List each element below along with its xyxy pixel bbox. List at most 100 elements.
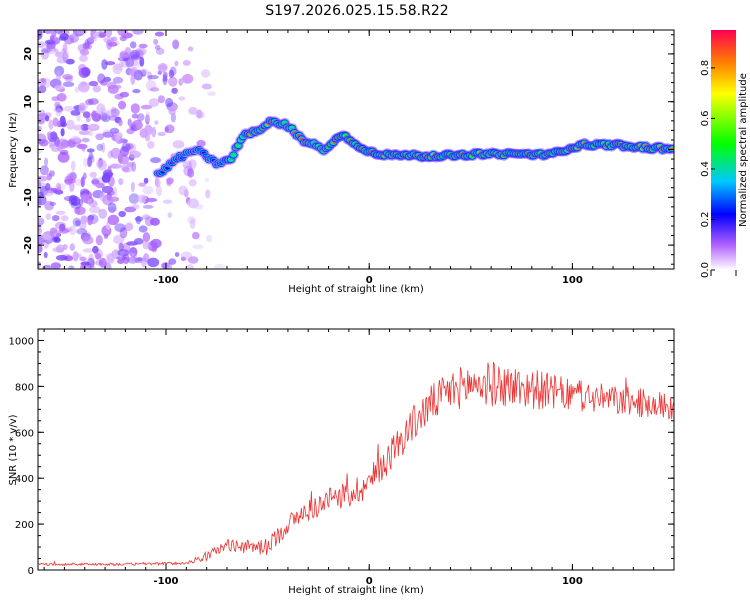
- spectrogram-noise-cell: [90, 110, 99, 120]
- spectrogram-noise-cell: [45, 213, 52, 220]
- spectrogram-noise-cell: [77, 143, 88, 150]
- spectrogram-noise-cell: [77, 81, 90, 93]
- spectrogram-noise-cell: [114, 223, 126, 233]
- spectrogram-ridge-cell: [230, 153, 237, 157]
- spectrogram-noise-cell: [110, 108, 121, 117]
- spectrogram-noise-cell: [98, 208, 108, 219]
- spectrogram-noise-cell: [66, 119, 75, 130]
- spectrogram-noise-cell: [64, 142, 74, 149]
- spectrogram-noise-cell: [154, 31, 165, 37]
- spectrogram-noise-cell: [44, 39, 56, 45]
- spectrogram-noise-cell: [95, 133, 104, 141]
- spectrogram-noise-cell: [162, 77, 168, 82]
- spectrogram-noise-cell: [117, 30, 128, 36]
- spectrogram-noise-cell: [165, 97, 174, 108]
- spectrogram-noise-cell: [189, 218, 196, 229]
- spectrogram-noise-cell: [206, 234, 213, 243]
- spectrogram-noise-cell: [138, 43, 148, 49]
- spectrogram-noise-cell: [168, 69, 175, 78]
- spectrogram-noise-cell: [191, 231, 200, 240]
- spectrogram-noise-cell: [42, 264, 52, 269]
- spectrogram-noise-cell: [69, 171, 77, 182]
- y-tick-label: 0: [28, 566, 34, 577]
- spectrogram-noise-cell: [137, 194, 148, 204]
- spectrogram-noise-cell: [108, 115, 117, 121]
- spectrogram-noise-cell: [55, 182, 62, 193]
- spectrogram-noise-cell: [56, 70, 62, 81]
- spectrogram-noise-cell: [147, 141, 155, 149]
- spectrogram-noise-cell: [129, 49, 140, 59]
- spectrogram-noise-cell: [52, 117, 59, 127]
- spectrogram-noise-cell: [126, 128, 135, 135]
- spectrogram-noise-cell: [147, 75, 159, 80]
- spectrogram-noise-cell: [113, 186, 118, 197]
- spectrogram-noise-cell: [187, 198, 199, 209]
- spectrogram-noise-cell: [78, 130, 91, 136]
- spectrogram-noise-cell: [168, 76, 178, 87]
- spectrogram-noise-cell: [153, 38, 159, 45]
- x-tick-label: 100: [562, 275, 583, 286]
- spectrogram-noise-cell: [81, 67, 91, 77]
- spectrogram-noise-cell: [70, 110, 81, 116]
- spectrogram-noise-cell: [55, 108, 62, 117]
- x-tick-label: -100: [153, 576, 178, 587]
- spectrogram-noise-cell: [87, 257, 95, 268]
- spectrogram-noise-cell: [166, 264, 173, 269]
- snr-series-line: [37, 361, 674, 567]
- spectrogram-noise-cell: [181, 73, 194, 84]
- spectrogram-noise-cell: [58, 228, 70, 234]
- spectrogram-noise-cell: [38, 175, 48, 182]
- spectrogram-noise-cell: [131, 161, 137, 172]
- spectrogram-noise-cell: [46, 44, 56, 52]
- spectrogram-noise-cell: [38, 41, 46, 48]
- spectrogram-noise-cell: [168, 258, 177, 265]
- spectrogram-noise-cell: [147, 71, 152, 81]
- spectrogram-noise-cell: [107, 108, 119, 118]
- spectrogram-noise-cell: [132, 119, 143, 131]
- colorbar: 0.0 0.2 0.4 0.6 0.8 Normalized spectral ampl…: [700, 30, 749, 278]
- spectrogram-noise-cell: [214, 263, 225, 269]
- spectrogram-noise-cell: [186, 264, 195, 269]
- spectrogram-noise-cell: [77, 253, 82, 258]
- spectrogram-noise-cell: [92, 245, 99, 254]
- spectrogram-noise-cell: [91, 179, 100, 185]
- spectrogram-noise-cell: [124, 222, 134, 232]
- spectrogram-noise-cell: [69, 172, 77, 181]
- spectrogram-noise-cell: [103, 36, 115, 44]
- spectrogram-noise-cell: [59, 149, 69, 155]
- spectrogram-noise-cell: [99, 112, 108, 121]
- spectrogram-noise-cell: [87, 123, 100, 131]
- spectrogram-noise-cell: [119, 146, 130, 157]
- spectrogram-noise-cell: [62, 52, 69, 63]
- spectrogram-noise-cell: [140, 104, 153, 110]
- spectrogram-plot-area: [38, 30, 674, 269]
- spectrogram-noise-cell: [95, 235, 103, 246]
- spectrogram-noise-cell: [187, 46, 194, 52]
- y-tick-label: 600: [15, 428, 34, 439]
- spectrogram-noise-cell: [38, 191, 44, 197]
- spectrogram-noise-cell: [57, 138, 69, 150]
- spectrogram-noise-cell: [170, 112, 176, 123]
- spectrogram-noise-cell: [134, 216, 144, 222]
- spectrogram-noise-cell: [187, 168, 195, 178]
- spectrogram-noise-cell: [200, 69, 211, 78]
- spectrogram-noise-cell: [81, 137, 90, 143]
- spectrogram-noise-cell: [178, 96, 186, 101]
- spectrogram-noise-cell: [179, 79, 184, 85]
- spectrogram-noise-cell: [131, 113, 139, 119]
- spectrogram-noise-cell: [87, 217, 93, 226]
- spectrogram-noise-cell: [82, 248, 94, 253]
- spectrogram-noise-cell: [89, 206, 101, 214]
- spectrogram-noise-cell: [89, 200, 98, 208]
- spectrogram-noise-cell: [69, 33, 77, 38]
- spectrogram-noise-cell: [38, 228, 42, 234]
- spectrogram-noise-cell: [127, 256, 139, 264]
- y-tick-label: 10: [23, 95, 34, 109]
- spectrogram-noise-cell: [107, 253, 115, 264]
- spectrogram-noise-cell: [39, 165, 49, 176]
- spectrogram-noise-cell: [97, 73, 106, 84]
- figure-title: S197.2026.025.15.58.R22: [265, 3, 448, 19]
- spectrogram-noise-cell: [98, 32, 107, 38]
- spectrogram-noise-cell: [102, 194, 114, 206]
- spectrogram-noise-cell: [107, 41, 118, 47]
